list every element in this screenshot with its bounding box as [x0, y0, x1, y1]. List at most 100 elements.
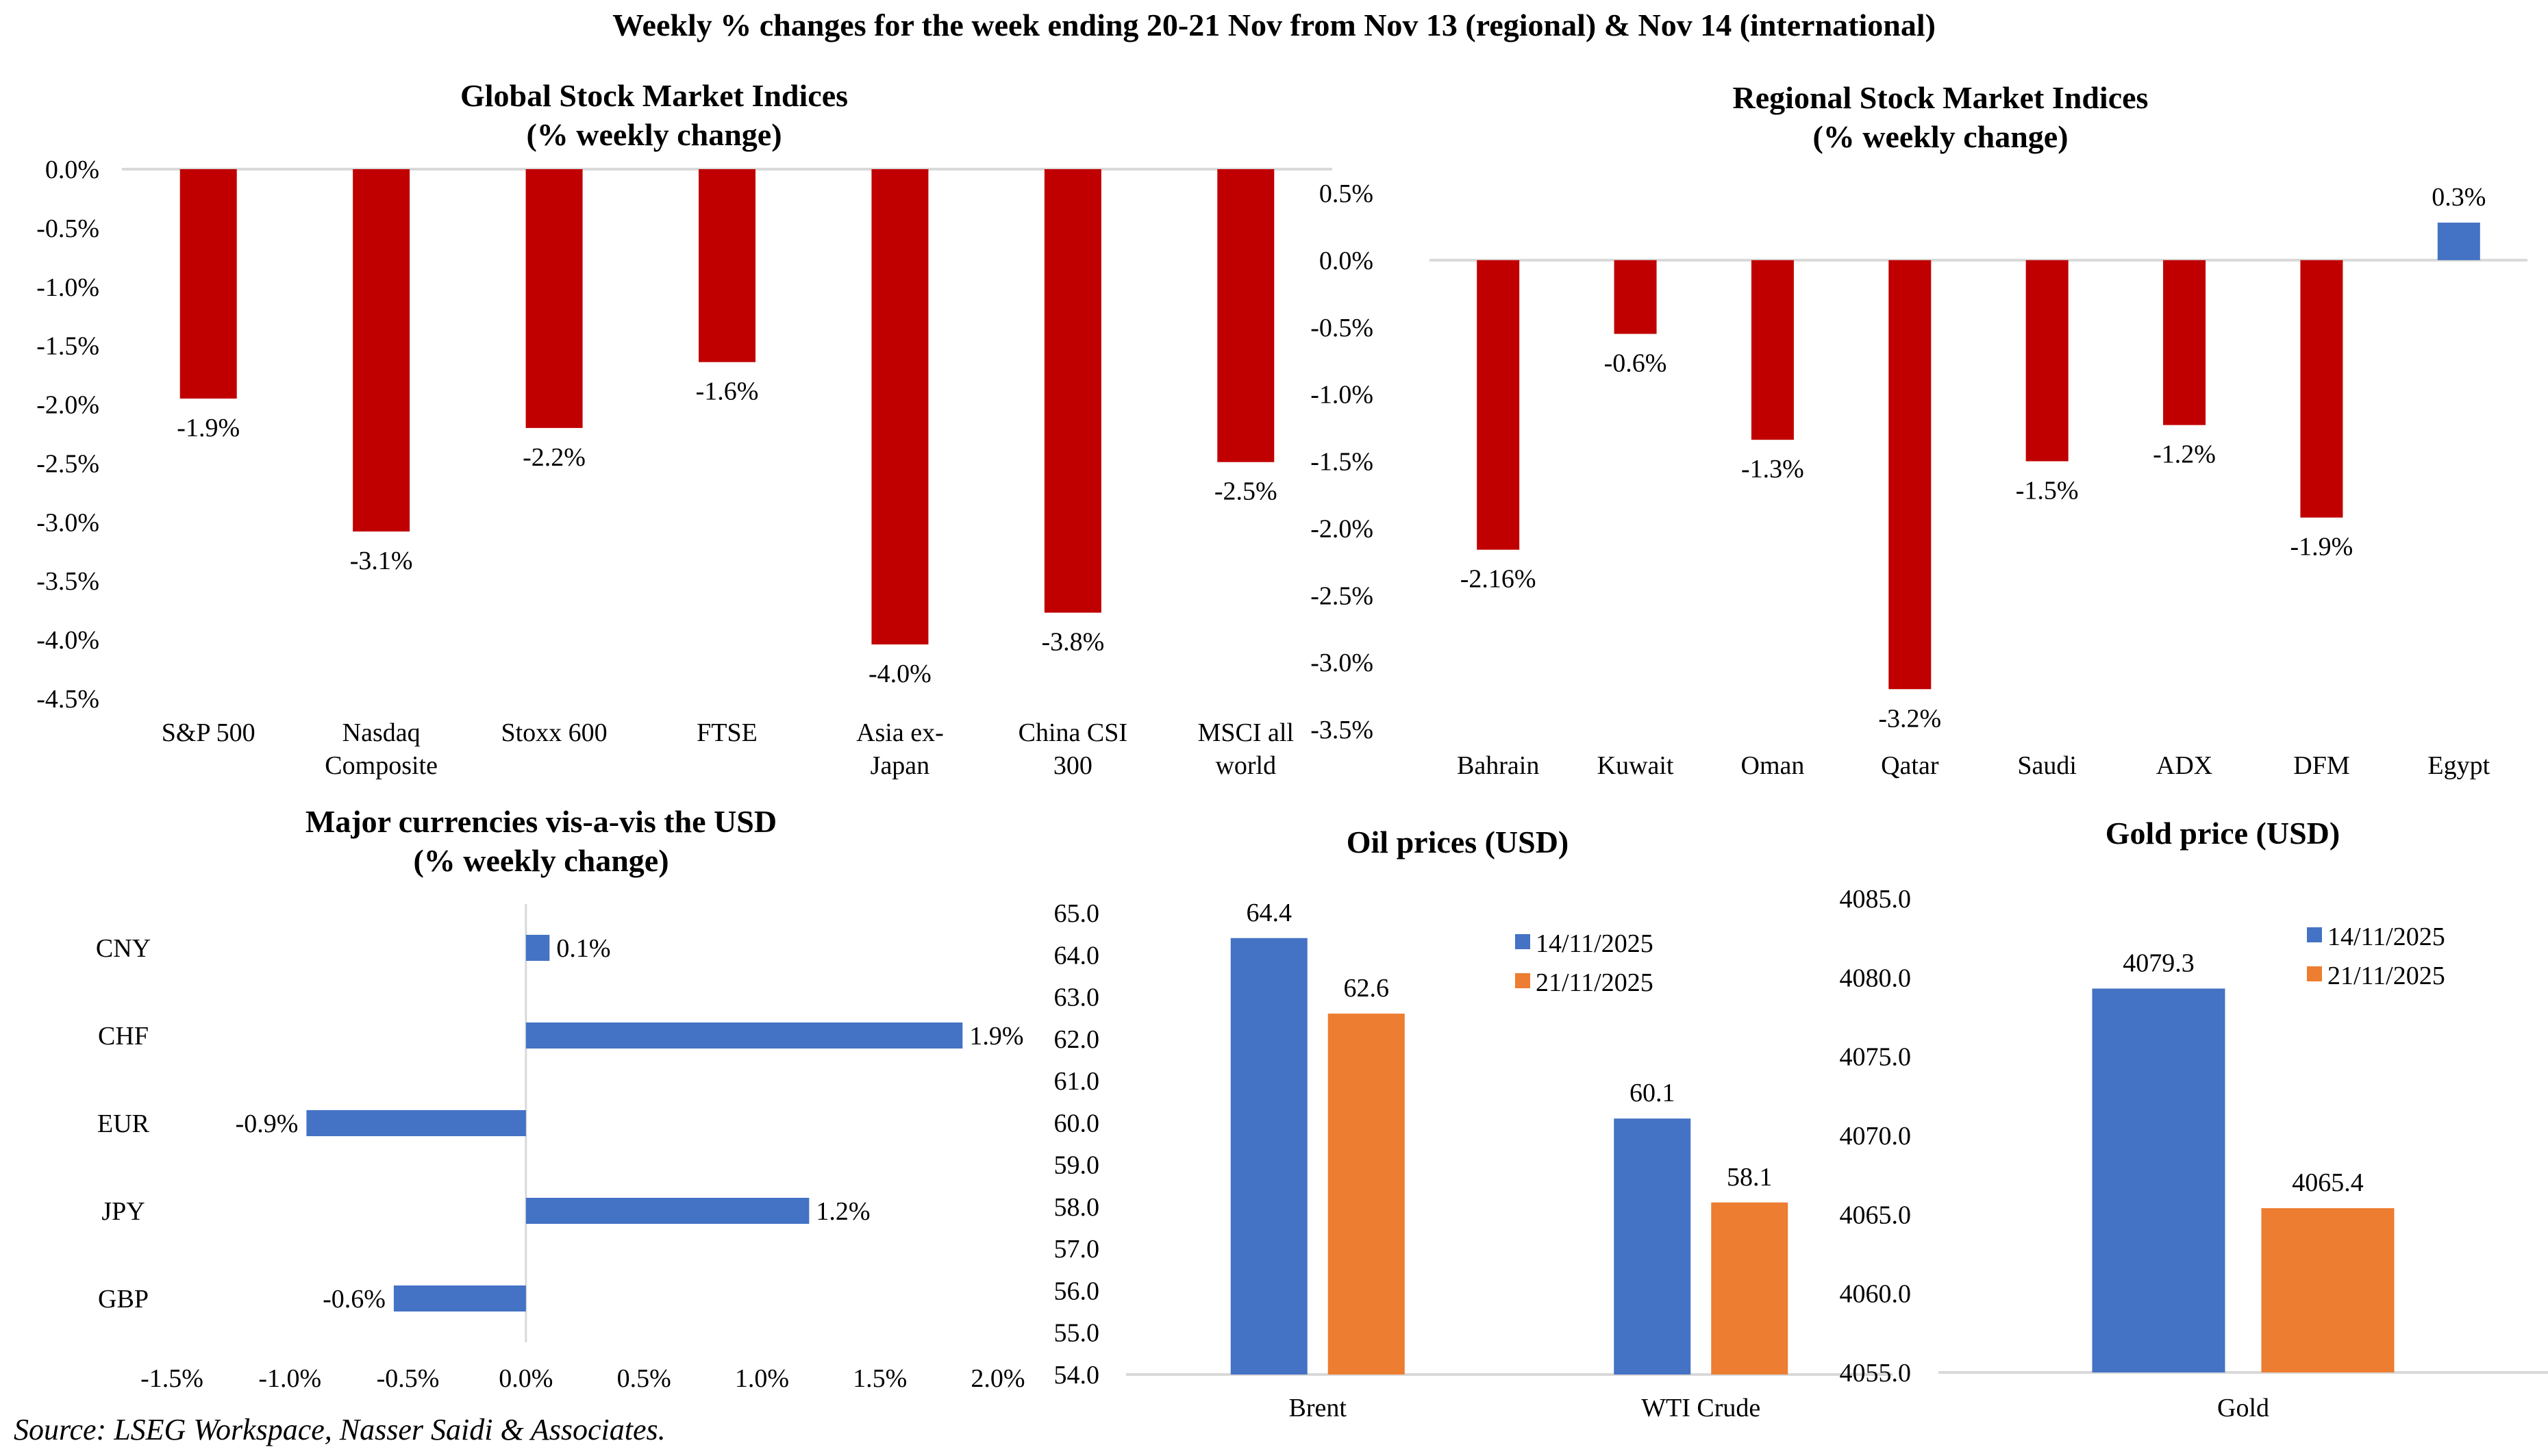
chart-title: Gold price (USD)	[2106, 816, 2340, 851]
x-tick-label: -1.0%	[258, 1364, 321, 1393]
bar	[2300, 260, 2343, 518]
x-tick-label: 2.0%	[971, 1364, 1025, 1393]
category-label: DFM	[2293, 751, 2349, 780]
category-label: Brent	[1289, 1394, 1347, 1422]
bar	[525, 1022, 963, 1049]
chart-title: Regional Stock Market Indices	[1733, 80, 2149, 115]
bar	[2163, 260, 2206, 425]
bar	[2092, 988, 2225, 1372]
category-label: Bahrain	[1457, 751, 1539, 780]
data-label: -2.5%	[1214, 477, 1277, 506]
bar	[179, 169, 237, 399]
y-tick-label: 64.0	[1054, 941, 1100, 970]
oil-prices-chart: Oil prices (USD) 54.0 55.0 56.0 57.0 58.0 59.0…	[1054, 825, 1893, 1422]
category-label: Oman	[1741, 751, 1805, 780]
category-label: S&P 500	[162, 718, 255, 747]
legend-label: 21/11/2025	[2327, 962, 2445, 990]
legend-swatch	[1515, 973, 1530, 988]
y-tick-label: 60.0	[1054, 1109, 1100, 1138]
y-tick-label: 55.0	[1054, 1319, 1100, 1348]
y-tick-label: 57.0	[1054, 1235, 1100, 1264]
data-label: 0.1%	[556, 934, 610, 963]
category-label: Japan	[871, 751, 930, 780]
y-tick-label: 65.0	[1054, 899, 1100, 928]
chart-title: Major currencies vis-a-vis the USD	[305, 804, 777, 839]
data-label: -1.2%	[2153, 440, 2216, 469]
x-tick-label: 1.5%	[853, 1364, 907, 1393]
category-label: FTSE	[697, 718, 758, 747]
y-tick-label: -2.5%	[36, 449, 99, 478]
category-label: CNY	[96, 934, 151, 963]
bar	[1614, 1118, 1691, 1375]
page-title: Weekly % changes for the week ending 20-…	[612, 8, 1936, 42]
bar	[1327, 1014, 1405, 1375]
category-label: 300	[1053, 751, 1092, 780]
data-label: -0.9%	[236, 1109, 299, 1138]
bar	[1477, 260, 1520, 550]
y-tick-label: 62.0	[1054, 1025, 1100, 1054]
data-label: -3.1%	[350, 547, 413, 575]
category-label: GBP	[98, 1285, 149, 1314]
data-label: -1.9%	[177, 414, 240, 442]
category-label: EUR	[97, 1109, 150, 1138]
regional-indices-chart: Regional Stock Market Indices (% weekly c…	[1310, 80, 2527, 780]
data-label: 60.1	[1629, 1079, 1675, 1107]
y-tick-label: 61.0	[1054, 1067, 1100, 1096]
legend-swatch	[2307, 927, 2322, 942]
bar	[2025, 260, 2069, 462]
data-label: 1.2%	[816, 1197, 870, 1226]
bar	[871, 169, 929, 644]
y-tick-label: 0.0%	[1319, 247, 1373, 275]
chart-title: (% weekly change)	[526, 117, 782, 152]
category-label: JPY	[101, 1197, 145, 1226]
chart-title: (% weekly change)	[1812, 119, 2068, 154]
data-label: 1.9%	[969, 1022, 1023, 1051]
chart-title: Oil prices (USD)	[1347, 825, 1569, 859]
data-label: -2.2%	[523, 443, 586, 472]
y-tick-label: 4060.0	[1840, 1280, 1912, 1309]
data-label: -1.3%	[1741, 455, 1804, 484]
category-label: MSCI all	[1198, 718, 1294, 747]
data-label: -1.6%	[696, 377, 759, 406]
y-tick-label: 63.0	[1054, 983, 1100, 1012]
legend-label: 21/11/2025	[1536, 968, 1653, 997]
data-label: -3.2%	[1878, 704, 1941, 733]
x-tick-label: -1.5%	[140, 1364, 203, 1393]
category-label: Kuwait	[1597, 751, 1674, 780]
x-tick-label: 1.0%	[735, 1364, 789, 1393]
data-label: -2.16%	[1460, 565, 1536, 594]
y-tick-label: -2.5%	[1310, 581, 1373, 610]
category-label: WTI Crude	[1641, 1394, 1760, 1422]
y-tick-label: 0.5%	[1319, 179, 1373, 208]
data-label: -1.9%	[2290, 533, 2353, 562]
bar	[1044, 169, 1101, 613]
category-label: Qatar	[1881, 751, 1939, 780]
y-tick-label: -1.5%	[1310, 448, 1373, 477]
y-tick-label: -1.5%	[36, 332, 99, 361]
category-label: Stoxx 600	[501, 718, 607, 747]
data-label: 0.3%	[2432, 183, 2486, 212]
bar	[1217, 169, 1275, 462]
x-tick-label: -0.5%	[377, 1364, 440, 1393]
category-label: Composite	[325, 751, 438, 780]
y-tick-label: -4.0%	[36, 626, 99, 655]
x-tick-label: 0.5%	[617, 1364, 671, 1393]
y-tick-label: -3.0%	[36, 508, 99, 537]
bar	[1614, 260, 1657, 334]
y-tick-label: -3.0%	[1310, 649, 1373, 677]
legend-label: 14/11/2025	[2327, 922, 2445, 951]
bar	[1888, 260, 1932, 690]
x-tick-label: 0.0%	[499, 1364, 553, 1393]
category-label: world	[1215, 751, 1276, 780]
y-tick-label: -2.0%	[1310, 514, 1373, 543]
chart-title: (% weekly change)	[413, 843, 669, 878]
bar	[1751, 260, 1794, 440]
bar	[1230, 938, 1308, 1375]
data-label: 4079.3	[2123, 949, 2195, 977]
y-tick-label: -2.0%	[36, 391, 99, 420]
y-tick-label: 4070.0	[1840, 1122, 1912, 1151]
global-indices-chart: Global Stock Market Indices (% weekly cha…	[36, 78, 1332, 780]
data-label: -3.8%	[1041, 628, 1104, 657]
y-tick-label: -0.5%	[36, 214, 99, 243]
